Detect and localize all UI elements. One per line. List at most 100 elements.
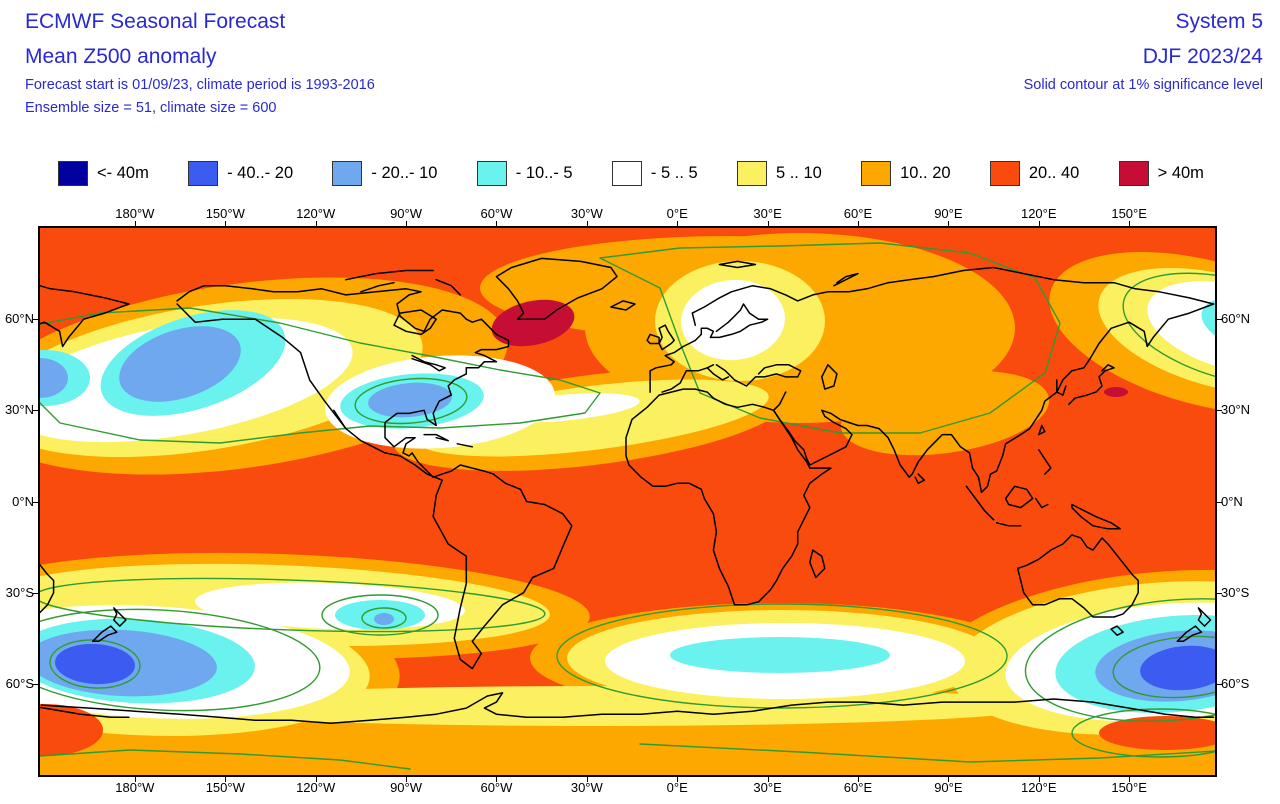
- y-tick-label-right: 60°N: [1221, 311, 1251, 327]
- legend-label: - 10..- 5: [515, 163, 573, 182]
- y-tick-mark: [33, 410, 38, 412]
- x-tick-label-bottom: 180°W: [115, 780, 155, 795]
- x-tick-mark: [315, 777, 317, 782]
- anomaly-blob-lightblue: [368, 382, 452, 418]
- x-tick-mark: [1038, 221, 1040, 226]
- anomaly-blob-blue: [55, 643, 135, 685]
- anomaly-blob-lightblue: [119, 326, 241, 402]
- anomaly-blob-white: [480, 393, 640, 423]
- coastline: [610, 300, 636, 311]
- legend-item-2: - 20..- 10: [332, 160, 437, 186]
- x-tick-mark: [225, 221, 227, 226]
- y-tick-label-left: 0°N: [12, 493, 34, 509]
- legend-label: - 40..- 20: [227, 163, 294, 182]
- legend-label: <- 40m: [97, 163, 149, 182]
- legend-swatch-lightblue: [332, 160, 363, 186]
- y-tick-label-right: 30°S: [1221, 584, 1250, 600]
- x-tick-label-top: 30°W: [570, 206, 603, 221]
- anomaly-blob-orange: [840, 370, 1050, 456]
- coastline: [1110, 625, 1124, 636]
- y-tick-mark: [1217, 683, 1222, 685]
- coastline: [393, 309, 437, 336]
- x-tick-label-top: 120°W: [296, 206, 336, 221]
- coastline: [833, 272, 859, 287]
- coastline: [176, 284, 573, 670]
- x-tick-label-bottom: 90°W: [390, 780, 423, 795]
- y-tick-mark: [33, 683, 38, 685]
- anomaly-blob-white: [681, 279, 785, 361]
- coastline: [435, 278, 462, 296]
- y-tick-mark: [1217, 410, 1222, 412]
- legend-item-0: <- 40m: [58, 160, 149, 186]
- anomaly-blob-blue: [1140, 645, 1215, 691]
- x-tick-mark: [1038, 777, 1040, 782]
- coastline: [706, 367, 730, 381]
- y-tick-label-left: 30°N: [4, 402, 34, 418]
- x-tick-label-bottom: 30°W: [570, 780, 603, 795]
- x-tick-mark: [948, 221, 950, 226]
- significance-contour: [1122, 272, 1215, 388]
- header-left: ECMWF Seasonal Forecast Mean Z500 anomal…: [25, 4, 375, 120]
- x-tick-mark: [767, 221, 769, 226]
- coastline: [1004, 485, 1034, 509]
- coastline: [1038, 449, 1052, 475]
- significance-contour: [639, 743, 1215, 763]
- legend-label: > 40m: [1157, 163, 1204, 182]
- significance-contour: [40, 749, 411, 770]
- legend-item-4: - 5 .. 5: [611, 160, 698, 186]
- coastline: [423, 433, 449, 442]
- forecast-info: Forecast start is 01/09/23, climate peri…: [25, 77, 375, 93]
- coastline: [718, 260, 757, 269]
- anomaly-blob-lightblue: [40, 358, 68, 398]
- x-tick-mark: [767, 777, 769, 782]
- y-tick-label-right: 30°N: [1221, 402, 1251, 418]
- coastline: [772, 303, 1215, 494]
- x-tick-label-top: 180°W: [115, 206, 155, 221]
- coastline: [1071, 503, 1121, 530]
- system-label: System 5: [1175, 10, 1263, 33]
- x-tick-label-top: 120°E: [1020, 206, 1057, 221]
- x-tick-label-top: 150°E: [1111, 206, 1147, 221]
- legend-swatch-orange: [861, 160, 892, 186]
- x-tick-label-top: 60°E: [843, 206, 873, 221]
- coastline: [456, 443, 474, 448]
- legend-swatch-blue: [188, 160, 219, 186]
- x-tick-label-bottom: 90°E: [934, 780, 963, 795]
- coastline: [113, 607, 127, 627]
- coastline: [658, 324, 675, 351]
- coastline: [1176, 625, 1203, 643]
- coastline: [965, 485, 995, 521]
- legend-swatch-white: [611, 160, 642, 186]
- legend-swatch-navy: [58, 160, 88, 186]
- significance-contour: [1024, 598, 1215, 722]
- x-tick-label-top: 30°E: [753, 206, 782, 221]
- coastline: [40, 563, 55, 614]
- x-tick-label-top: 150°W: [205, 206, 245, 221]
- significance-contour: [40, 608, 321, 712]
- x-tick-label-bottom: 150°E: [1111, 780, 1147, 795]
- coastline: [345, 269, 434, 281]
- significance-contour: [1071, 708, 1215, 758]
- x-tick-mark: [225, 777, 227, 782]
- anomaly-blob-cyan: [670, 637, 890, 673]
- anomaly-blob-darkred: [1104, 387, 1128, 397]
- x-tick-label-top: 0°E: [666, 206, 688, 221]
- significance-contour: [556, 603, 1008, 709]
- coastline: [995, 522, 1022, 527]
- x-tick-mark: [948, 777, 950, 782]
- legend-item-7: 20.. 40: [989, 160, 1079, 186]
- significance-note: Solid contour at 1% significance level: [1023, 77, 1263, 93]
- y-tick-label-left: 30°S: [5, 584, 34, 600]
- coastline: [40, 692, 1215, 725]
- x-tick-mark: [406, 221, 408, 226]
- legend-label: 10.. 20: [900, 163, 951, 182]
- y-tick-mark: [1217, 501, 1222, 503]
- x-tick-label-top: 90°W: [390, 206, 423, 221]
- x-tick-mark: [677, 777, 679, 782]
- legend-item-5: 5 .. 10: [736, 160, 822, 186]
- legend-swatch-yellow: [736, 160, 767, 186]
- x-tick-label-top: 90°E: [934, 206, 963, 221]
- significance-contour: [354, 377, 468, 425]
- coastline: [1068, 364, 1115, 406]
